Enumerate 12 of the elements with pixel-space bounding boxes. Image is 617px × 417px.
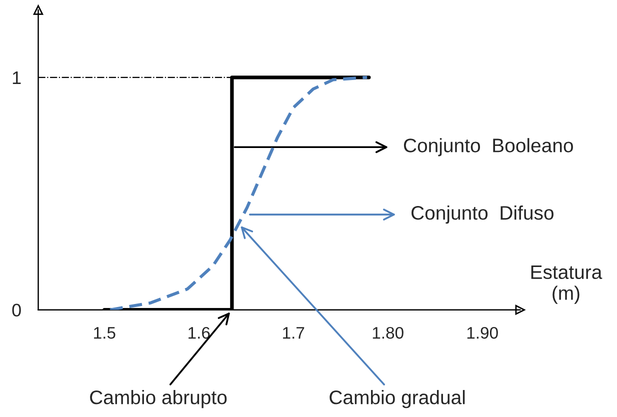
x-axis-title: Estatura (m) xyxy=(531,265,602,304)
annotation: Cambio gradual xyxy=(330,390,465,408)
annotation: Cambio abrupto xyxy=(90,390,227,408)
x-tick-label: 1.7 xyxy=(283,327,304,339)
annotation: Conjunto Booleano xyxy=(404,138,573,156)
x-tick-label: 1.80 xyxy=(372,326,404,339)
y-tick-label: 0 xyxy=(12,304,21,317)
x-tick-label: 1.90 xyxy=(467,326,498,339)
x-tick-label: 1.6 xyxy=(188,326,210,339)
annotation: Conjunto Difuso xyxy=(412,205,554,224)
x-tick-label: 1.5 xyxy=(94,327,116,339)
y-tick-label: 1 xyxy=(12,72,21,84)
